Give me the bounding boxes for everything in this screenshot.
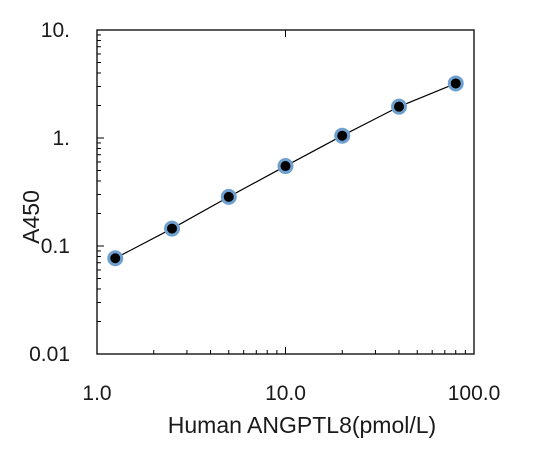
data-point bbox=[164, 220, 181, 237]
x-tick-label: 1.0 bbox=[82, 382, 111, 405]
y-tick-label: 0.01 bbox=[29, 343, 70, 366]
x-axis-title: Human ANGPTL8(pmol/L) bbox=[168, 412, 436, 438]
y-tick-label: 0.1 bbox=[41, 235, 70, 258]
data-point bbox=[220, 188, 237, 205]
minor-ticks bbox=[97, 34, 466, 354]
data-point bbox=[390, 98, 407, 115]
tick-labels-group: 1.0 10.0 100.0 0.01 0.1 1. 10. bbox=[29, 19, 500, 405]
data-point bbox=[277, 158, 294, 175]
plot-frame bbox=[96, 29, 475, 355]
y-tick-label: 1. bbox=[52, 127, 70, 150]
y-tick-label: 10. bbox=[41, 19, 70, 42]
y-axis-title: A450 bbox=[18, 190, 44, 244]
data-point bbox=[447, 75, 464, 92]
x-tick-label: 100.0 bbox=[448, 382, 501, 405]
data-point bbox=[334, 127, 351, 144]
major-ticks bbox=[96, 29, 475, 355]
x-tick-label: 10.0 bbox=[265, 382, 306, 405]
data-point bbox=[107, 250, 124, 267]
points-group bbox=[107, 75, 464, 267]
